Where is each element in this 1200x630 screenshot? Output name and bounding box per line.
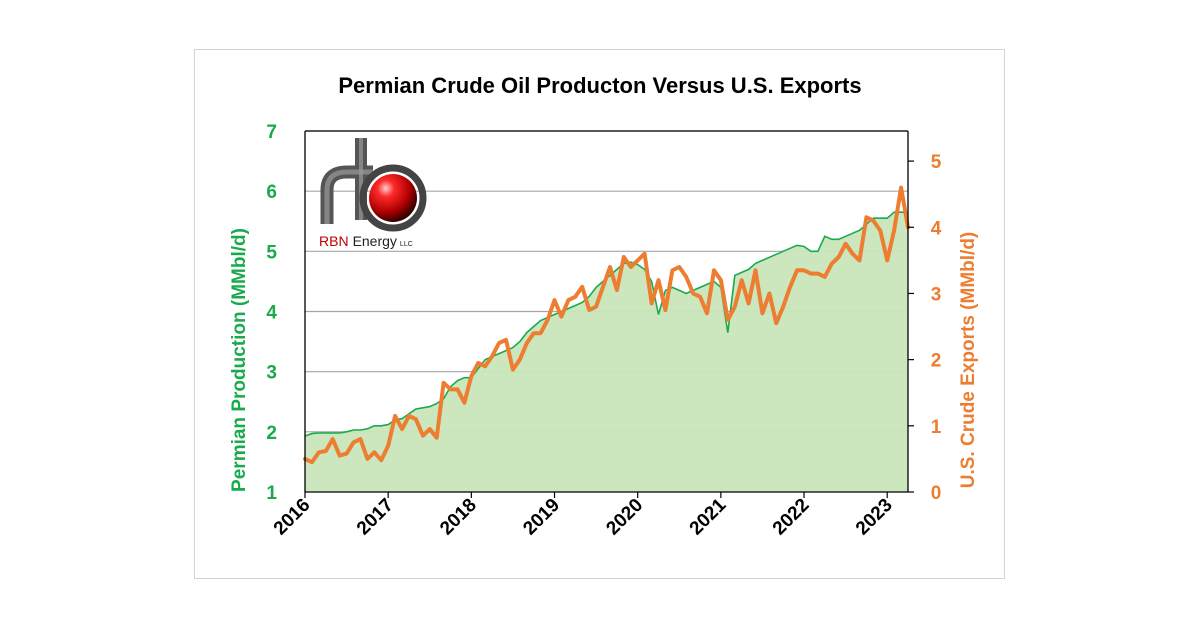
- y-tick-label-left: 4: [266, 303, 277, 324]
- y-axis-title-left: Permian Production (MMbl/d): [229, 228, 250, 492]
- chart-title: Permian Crude Oil Producton Versus U.S. …: [338, 73, 861, 98]
- x-tick-label: 2023: [852, 495, 897, 540]
- logo-text-llc: LLC: [400, 241, 413, 248]
- left-axis-ticks: 1 2 3 4 5 6 7: [266, 122, 277, 504]
- y-tick-label-left: 7: [266, 122, 277, 143]
- x-axis-ticks: 2016 2017 2018 2019 2020 2021 2022 2023: [270, 492, 897, 539]
- chart-svg: Permian Crude Oil Producton Versus U.S. …: [229, 73, 979, 539]
- logo-text-rbn: RBN: [319, 233, 349, 249]
- y-tick-label-right: 2: [931, 351, 942, 372]
- y-axis-title-right: U.S. Crude Exports (MMbl/d): [958, 232, 979, 489]
- x-tick-label: 2021: [686, 494, 731, 539]
- chart-frame: Permian Crude Oil Producton Versus U.S. …: [194, 49, 1005, 579]
- y-tick-label-right: 4: [931, 218, 942, 239]
- x-tick-label: 2020: [602, 495, 647, 540]
- y-tick-label-left: 5: [266, 242, 277, 263]
- right-axis-ticks: 0 1 2 3 4 5: [908, 152, 942, 504]
- axes: [304, 130, 909, 493]
- x-tick-label: 2018: [436, 495, 481, 540]
- x-tick-label: 2017: [353, 495, 398, 540]
- production-area: [305, 212, 908, 492]
- y-tick-label-left: 2: [266, 423, 277, 444]
- y-tick-label-right: 5: [931, 152, 942, 173]
- y-tick-label-left: 6: [266, 182, 277, 203]
- logo-text-energy: Energy: [353, 233, 397, 249]
- y-tick-label-right: 3: [931, 284, 942, 305]
- x-tick-label: 2022: [769, 495, 814, 540]
- y-tick-label-right: 1: [931, 417, 942, 438]
- x-tick-label: 2019: [519, 495, 564, 540]
- y-tick-label-left: 1: [266, 483, 277, 504]
- rbn-energy-logo: RBN Energy LLC: [319, 138, 427, 249]
- y-tick-label-left: 3: [266, 363, 277, 384]
- exports-line: [303, 185, 910, 465]
- y-tick-label-right: 0: [931, 483, 942, 504]
